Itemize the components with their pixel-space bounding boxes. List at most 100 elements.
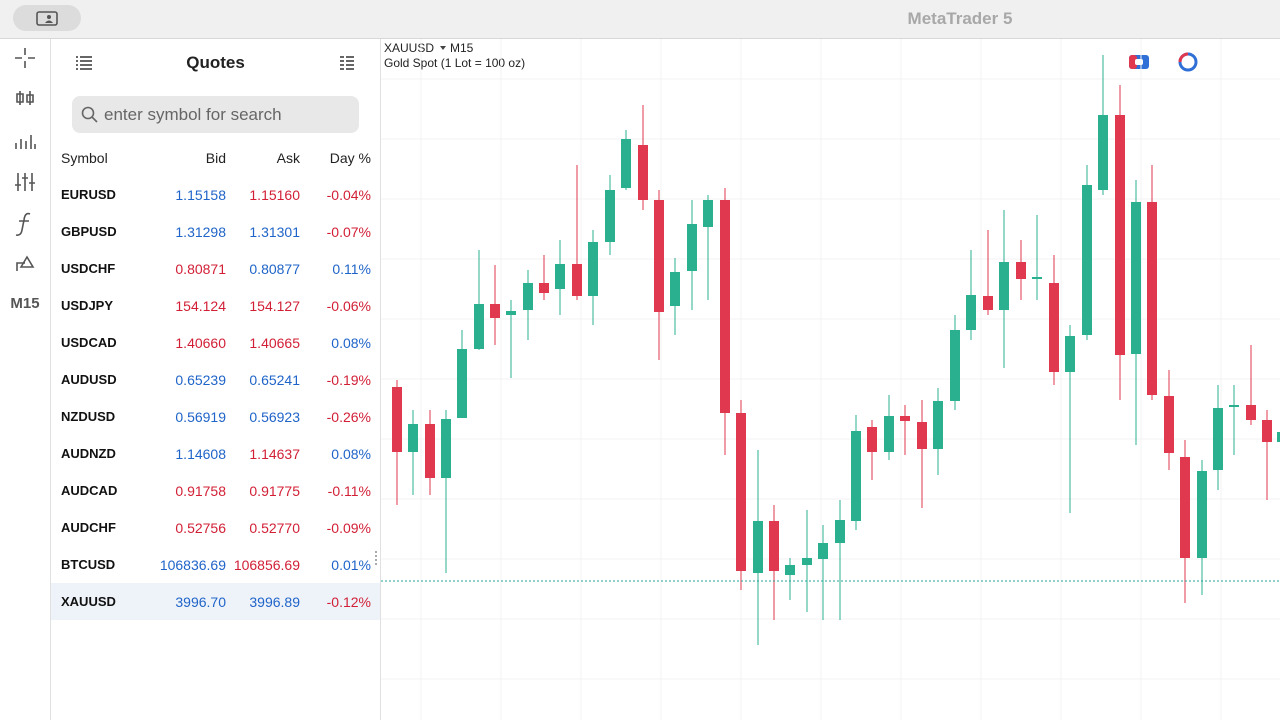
candle-body	[736, 413, 746, 571]
candle-body	[933, 401, 943, 449]
symbol: AUDCHF	[61, 520, 116, 535]
candle-body	[539, 283, 549, 293]
candle-body	[950, 330, 960, 401]
symbol: USDJPY	[61, 298, 114, 313]
candle-body	[867, 427, 877, 452]
candle-body	[1065, 336, 1075, 372]
candle-body	[621, 139, 631, 188]
chart-area: XAUUSD M15 Gold Spot (1 Lot = 100 oz)	[381, 39, 1280, 720]
chart-symbol: XAUUSD	[384, 41, 434, 55]
settings-icon[interactable]	[15, 173, 35, 191]
candle-body	[785, 565, 795, 575]
candle-body	[1262, 420, 1272, 442]
ask: 154.127	[249, 298, 300, 314]
candle-body	[441, 419, 451, 478]
candle-body	[1032, 277, 1042, 279]
symbol: AUDNZD	[61, 446, 116, 461]
ask: 1.31301	[249, 224, 300, 240]
candle-body	[983, 296, 993, 310]
candle-body	[900, 416, 910, 421]
candle-body	[818, 543, 828, 559]
sidebar-toggle[interactable]	[13, 5, 81, 31]
crosshair-icon[interactable]	[15, 48, 35, 68]
candle-body	[753, 521, 763, 573]
search-box[interactable]: enter symbol for search	[72, 96, 359, 133]
chart-description: Gold Spot (1 Lot = 100 oz)	[384, 56, 525, 70]
tool-icons	[15, 48, 36, 271]
candle-body	[1082, 185, 1092, 335]
trade-button[interactable]	[1129, 55, 1149, 69]
column-header: Bid	[205, 150, 226, 166]
candle-body	[605, 190, 615, 242]
bid: 106836.69	[159, 557, 226, 573]
day-change: -0.07%	[326, 224, 371, 240]
candle-body	[588, 242, 598, 296]
bid: 1.40660	[175, 335, 226, 351]
day-change: -0.09%	[326, 520, 371, 536]
symbol: BTCUSD	[61, 557, 116, 572]
candle-body	[638, 145, 648, 200]
app-title: MetaTrader 5	[907, 9, 1013, 28]
day-change: -0.12%	[326, 594, 371, 610]
symbol: NZDUSD	[61, 409, 116, 424]
symbol: EURUSD	[61, 187, 116, 202]
day-change: 0.08%	[331, 335, 371, 351]
candle-body	[555, 264, 565, 289]
ask: 1.15160	[249, 187, 300, 203]
candle-body	[670, 272, 680, 306]
day-change: -0.04%	[326, 187, 371, 203]
candle-body	[1197, 471, 1207, 558]
chart-type-icon[interactable]	[15, 135, 36, 149]
candle-body	[999, 262, 1009, 310]
tool-sidebar: M15	[0, 39, 51, 720]
symbol: XAUUSD	[61, 594, 116, 609]
candle-body	[1180, 457, 1190, 558]
search-placeholder: enter symbol for search	[104, 105, 282, 124]
symbol: AUDUSD	[61, 372, 117, 387]
candle-body	[687, 224, 697, 271]
quote-row[interactable]	[51, 583, 380, 620]
ask: 3996.89	[249, 594, 300, 610]
candle-body	[851, 431, 861, 521]
candle-body	[835, 520, 845, 543]
symbol: USDCAD	[61, 335, 117, 350]
chart-timeframe: M15	[450, 41, 474, 55]
candle-body	[884, 416, 894, 452]
day-change: -0.19%	[326, 372, 371, 388]
symbol: USDCHF	[61, 261, 116, 276]
objects-icon[interactable]	[16, 255, 35, 271]
day-change: 0.11%	[332, 261, 371, 277]
symbol-dropdown[interactable]	[440, 46, 446, 50]
ask: 106856.69	[233, 557, 300, 573]
ask: 0.80877	[249, 261, 300, 277]
day-change: -0.11%	[327, 483, 371, 499]
symbol: AUDCAD	[61, 483, 118, 498]
candle-body	[490, 304, 500, 318]
candle-body	[1277, 432, 1280, 442]
quotes-title: Quotes	[186, 53, 245, 72]
timeframe-button[interactable]: M15	[10, 295, 40, 312]
indicators-icon[interactable]	[16, 91, 34, 105]
candle-body	[1246, 405, 1256, 420]
candle-body	[572, 264, 582, 296]
candle-body	[1098, 115, 1108, 190]
ask: 0.91775	[249, 483, 300, 499]
candle-body	[769, 521, 779, 571]
details-icon[interactable]	[339, 55, 355, 71]
resize-handle[interactable]	[375, 551, 380, 565]
day-change: -0.26%	[326, 409, 371, 425]
bid: 3996.70	[175, 594, 226, 610]
quotes-panel: Quotes enter symbol for search Symbol Bid…	[51, 39, 381, 720]
list-icon[interactable]	[75, 55, 93, 71]
ask: 0.65241	[249, 372, 300, 388]
signal-button[interactable]	[1178, 52, 1198, 72]
day-change: -0.06%	[326, 298, 371, 314]
candle-body	[506, 311, 516, 315]
candle-body	[523, 283, 533, 310]
bid: 0.52756	[175, 520, 226, 536]
bid: 1.31298	[175, 224, 226, 240]
function-icon[interactable]	[15, 212, 31, 236]
candle-body	[1049, 283, 1059, 372]
day-change: 0.08%	[331, 446, 371, 462]
